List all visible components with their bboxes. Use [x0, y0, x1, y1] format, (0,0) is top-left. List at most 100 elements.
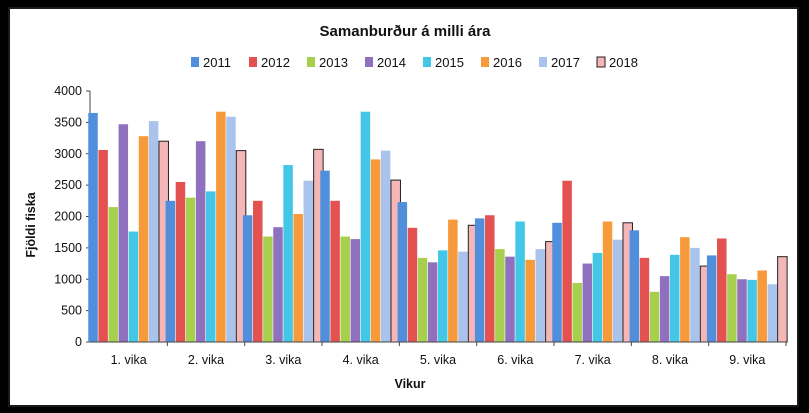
bar-2017-6: [535, 249, 546, 342]
bar-2015-5: [438, 250, 448, 342]
bar-2013-5: [417, 257, 428, 342]
bar-2013-3: [263, 236, 273, 342]
bar-2012-7: [562, 180, 572, 342]
x-tick-label: 1. vika: [111, 353, 147, 367]
bar-2017-2: [226, 116, 236, 342]
bar-group: [474, 215, 556, 343]
bar-2011-3: [242, 215, 253, 342]
bar-2018-9: [777, 256, 788, 343]
bar-2013-4: [340, 236, 350, 342]
bar-2011-7: [552, 222, 562, 342]
chart-title: Samanburður á milli ára: [320, 23, 492, 40]
bar-group: [629, 230, 711, 343]
bar-2013-7: [572, 283, 582, 342]
bar-2015-3: [283, 165, 293, 342]
legend-swatch: [596, 56, 606, 68]
bar-2013-6: [495, 249, 505, 342]
bar-2015-4: [360, 111, 371, 343]
bar-chart: Samanburður á milli ára 2011 2012 2013 2014…: [24, 23, 788, 391]
bar-2013-8: [649, 291, 660, 342]
x-tick-label: 6. vika: [497, 353, 533, 367]
bar-2013-9: [727, 274, 737, 342]
bar-2015-8: [670, 254, 680, 342]
bar-2016-2: [216, 111, 226, 343]
bar-group: [320, 111, 401, 343]
bar-2017-5: [458, 251, 468, 342]
bar-2012-4: [330, 200, 340, 342]
legend-swatch: [481, 57, 489, 67]
bar-2012-9: [717, 238, 727, 342]
bar-2012-8: [639, 257, 650, 342]
bar-2014-1: [118, 124, 129, 342]
x-axis-title: Vikur: [394, 377, 425, 391]
bar-2016-6: [525, 259, 535, 342]
y-tick-label: 1500: [54, 241, 82, 255]
bar-2014-6: [505, 256, 515, 342]
x-tick-label: 3. vika: [265, 353, 301, 367]
bar-2011-4: [320, 170, 330, 342]
bar-2015-6: [515, 221, 525, 342]
bar-2011-8: [629, 230, 640, 342]
legend-item-2016: 2016: [481, 55, 522, 70]
bar-2016-1: [138, 136, 149, 342]
bar-2017-3: [303, 180, 314, 342]
bar-2017-1: [148, 121, 159, 343]
bar-group: [552, 180, 633, 343]
legend-label: 2014: [377, 55, 406, 70]
bar-2013-2: [185, 197, 196, 342]
y-tick-label: 500: [61, 304, 82, 318]
x-tick-label: 5. vika: [420, 353, 456, 367]
y-axis: 0 500 1000 1500 2000 2500 3000 3500 4000: [54, 84, 91, 349]
legend-item-2015: 2015: [423, 55, 464, 70]
bar-2011-2: [165, 200, 176, 342]
bar-group: [165, 111, 247, 343]
plot-area: [88, 111, 788, 343]
legend-item-2012: 2012: [249, 55, 290, 70]
bar-2014-4: [350, 239, 361, 342]
bar-2017-8: [690, 247, 700, 343]
bar-2015-1: [128, 231, 139, 342]
bar-2016-8: [680, 237, 690, 342]
legend-item-2018: 2018: [596, 55, 638, 70]
legend-swatch: [423, 57, 431, 67]
bar-2015-7: [592, 252, 603, 342]
y-tick-label: 4000: [54, 84, 82, 98]
bar-2014-8: [659, 276, 670, 342]
bar-2015-9: [747, 279, 757, 342]
bar-group: [242, 148, 324, 343]
bar-2014-7: [582, 263, 593, 342]
x-axis: 1. vika 2. vika 3. vika 4. vika 5. vika 6. vi…: [90, 341, 787, 367]
bar-2012-5: [407, 227, 418, 342]
bar-2016-5: [448, 219, 458, 342]
legend-item-2011: 2011: [191, 55, 231, 70]
bar-2011-9: [706, 255, 717, 342]
bar-2015-2: [206, 191, 216, 342]
bar-2017-4: [380, 150, 391, 342]
y-tick-label: 0: [75, 335, 82, 349]
bar-2014-3: [273, 227, 283, 342]
bar-group: [706, 238, 788, 343]
bar-2011-6: [474, 218, 485, 342]
y-axis-title: Fjöldi fiska: [24, 191, 38, 257]
legend-item-2014: 2014: [365, 55, 406, 70]
bar-2012-1: [98, 149, 108, 342]
legend-item-2013: 2013: [307, 55, 348, 70]
bar-2013-1: [108, 207, 118, 342]
bar-2016-3: [293, 213, 303, 342]
bar-2012-6: [485, 215, 495, 342]
legend-label: 2012: [261, 55, 290, 70]
legend-item-2017: 2017: [539, 55, 580, 70]
bar-group: [397, 202, 479, 343]
bar-2012-2: [175, 181, 186, 342]
legend-swatch: [307, 57, 315, 67]
legend-swatch: [191, 57, 199, 67]
x-tick-label: 7. vika: [575, 353, 611, 367]
legend: 2011 2012 2013 2014 2015 2016 2017 2018: [191, 55, 638, 70]
y-tick-label: 1000: [54, 272, 82, 286]
bar-2014-9: [737, 279, 747, 342]
legend-label: 2013: [319, 55, 348, 70]
x-tick-label: 2. vika: [188, 353, 224, 367]
y-tick-label: 3500: [54, 115, 82, 129]
legend-label: 2017: [551, 55, 580, 70]
bar-2011-1: [88, 112, 98, 343]
